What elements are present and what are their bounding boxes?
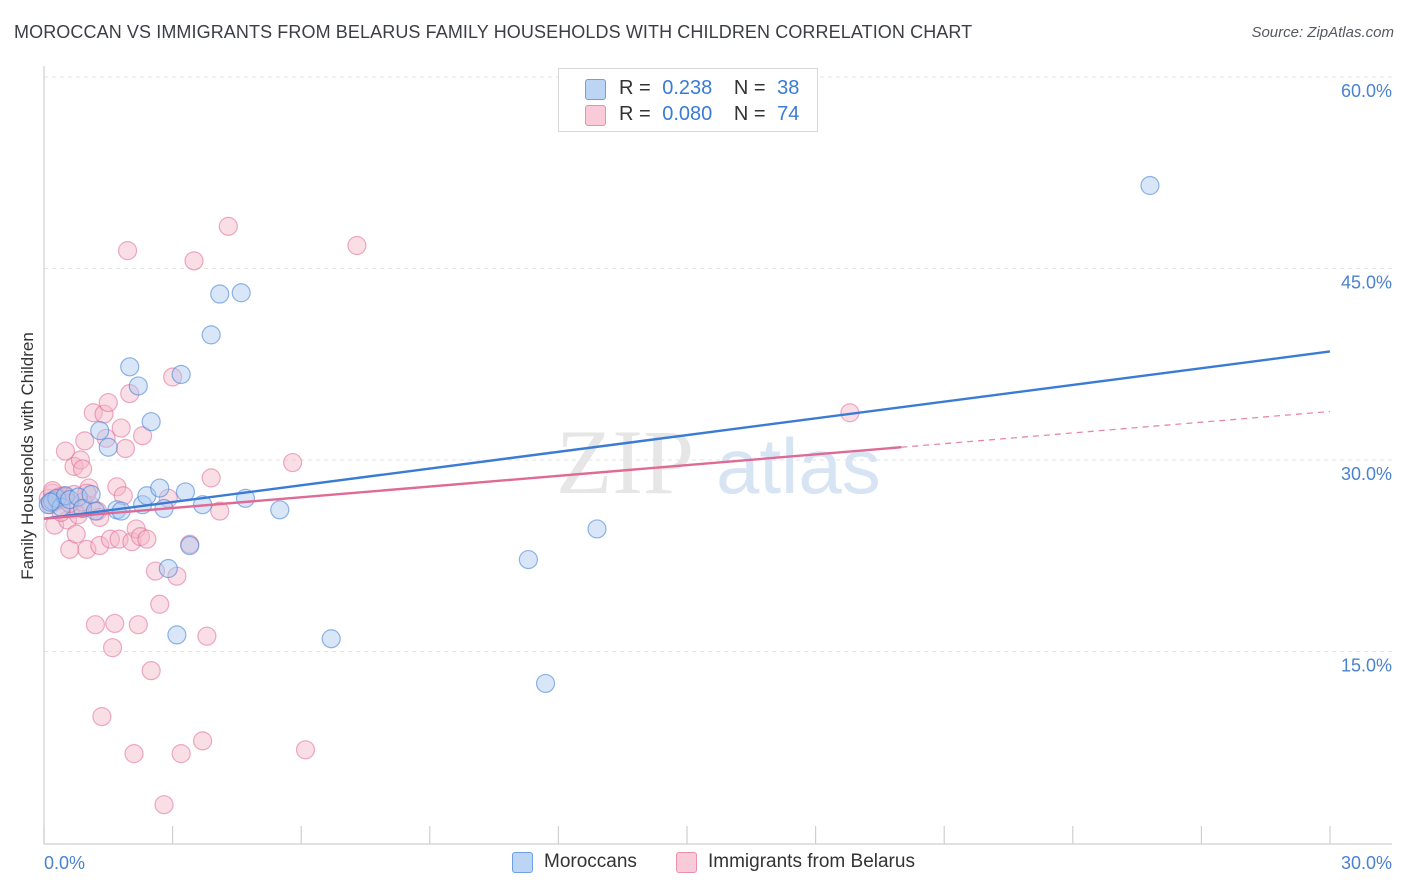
watermark-zip: ZIP bbox=[556, 411, 694, 513]
belarus-point bbox=[105, 613, 125, 634]
moroccans-point bbox=[587, 519, 607, 539]
belarus-point bbox=[141, 661, 161, 681]
legend-r-value: 0.080 bbox=[662, 103, 713, 125]
belarus-point bbox=[218, 216, 238, 236]
moroccans-point bbox=[150, 478, 170, 498]
watermark-atlas: atlas bbox=[716, 422, 881, 510]
correlation-legend: R = 0.238 N = 38 R = 0.080 N = 74 bbox=[558, 68, 818, 132]
belarus-point bbox=[117, 241, 138, 261]
moroccans-point bbox=[270, 500, 290, 520]
belarus-point bbox=[128, 615, 148, 635]
watermark: ZIP atlas bbox=[556, 411, 881, 513]
legend-swatch-moroccans bbox=[585, 79, 606, 100]
legend-n-label: N = bbox=[733, 77, 766, 99]
belarus-point bbox=[72, 459, 93, 479]
belarus-point bbox=[90, 535, 110, 556]
legend-n-value: 74 bbox=[777, 103, 800, 125]
belarus-point bbox=[98, 392, 118, 413]
moroccans-point bbox=[128, 376, 148, 396]
belarus-point bbox=[210, 501, 230, 521]
moroccans-point bbox=[167, 625, 187, 645]
bottom-legend-swatch-moroccans bbox=[512, 852, 533, 873]
legend-r-label: R = bbox=[619, 103, 651, 125]
belarus-point bbox=[137, 529, 157, 549]
y-tick-label: 60.0% bbox=[1341, 81, 1392, 101]
belarus-point bbox=[115, 438, 136, 459]
x-tick-label: 0.0% bbox=[44, 853, 85, 873]
belarus-point bbox=[124, 744, 144, 764]
moroccans-point bbox=[141, 412, 161, 432]
moroccans-point bbox=[175, 482, 196, 502]
legend-r-value: 0.238 bbox=[662, 77, 713, 99]
moroccans-point bbox=[321, 629, 341, 649]
moroccans-point bbox=[81, 484, 101, 505]
bottom-legend-label-moroccans: Moroccans bbox=[544, 851, 637, 872]
moroccans-point bbox=[158, 558, 178, 579]
belarus-point bbox=[75, 431, 95, 451]
belarus-point bbox=[113, 486, 133, 506]
belarus-point bbox=[85, 615, 106, 635]
moroccans-point bbox=[40, 492, 61, 512]
belarus-point bbox=[102, 638, 123, 658]
belarus-point bbox=[171, 744, 191, 764]
belarus-point bbox=[295, 740, 316, 760]
moroccans-point bbox=[518, 549, 538, 570]
belarus-point bbox=[150, 594, 170, 614]
moroccans-point bbox=[231, 283, 251, 303]
moroccans-trend-line bbox=[43, 350, 1331, 520]
source-label: Source: ZipAtlas.com bbox=[1251, 24, 1394, 41]
moroccans-point bbox=[1140, 175, 1160, 196]
belarus-point bbox=[132, 426, 153, 446]
moroccans-point bbox=[90, 421, 110, 441]
x-tick-label: 30.0% bbox=[1341, 853, 1392, 873]
belarus-point bbox=[197, 626, 217, 646]
belarus-point bbox=[201, 468, 221, 488]
legend-r-label: R = bbox=[619, 77, 651, 99]
moroccans-point bbox=[120, 357, 140, 377]
belarus-point bbox=[184, 251, 204, 271]
y-tick-label: 45.0% bbox=[1341, 273, 1392, 293]
belarus-trend-line bbox=[43, 446, 902, 520]
belarus-point bbox=[111, 418, 131, 438]
moroccans-point bbox=[180, 535, 200, 556]
data-points bbox=[38, 175, 1160, 815]
y-tick-label: 15.0% bbox=[1341, 656, 1392, 676]
trend-lines bbox=[43, 350, 1331, 520]
belarus-point bbox=[347, 235, 367, 256]
chart-title: MOROCCAN VS IMMIGRANTS FROM BELARUS FAMI… bbox=[14, 22, 973, 42]
bottom-legend-swatch-belarus bbox=[676, 852, 697, 873]
legend-n-label: N = bbox=[733, 103, 766, 125]
belarus-point bbox=[154, 795, 174, 815]
belarus-point bbox=[283, 452, 303, 473]
gridlines bbox=[44, 76, 1392, 652]
tick-labels: 15.0% 30.0% 45.0% 60.0% 0.0% 30.0% bbox=[44, 81, 1392, 873]
moroccans-point bbox=[210, 284, 230, 304]
moroccans-point bbox=[98, 437, 118, 457]
belarus-point bbox=[66, 524, 86, 544]
belarus-trend-line-extension bbox=[901, 410, 1331, 448]
belarus-point bbox=[193, 731, 213, 751]
belarus-point bbox=[92, 707, 112, 727]
moroccans-point bbox=[201, 325, 221, 345]
legend-swatch-belarus bbox=[585, 105, 606, 126]
moroccans-point bbox=[171, 364, 191, 385]
y-axis-label: Family Households with Children bbox=[18, 332, 37, 580]
axes bbox=[43, 66, 1392, 845]
belarus-point bbox=[77, 539, 97, 559]
bottom-legend-label-belarus: Immigrants from Belarus bbox=[708, 851, 915, 872]
legend-n-value: 38 bbox=[777, 77, 800, 99]
moroccans-point bbox=[535, 673, 556, 694]
belarus-point bbox=[55, 441, 76, 461]
y-tick-label: 30.0% bbox=[1341, 464, 1392, 484]
